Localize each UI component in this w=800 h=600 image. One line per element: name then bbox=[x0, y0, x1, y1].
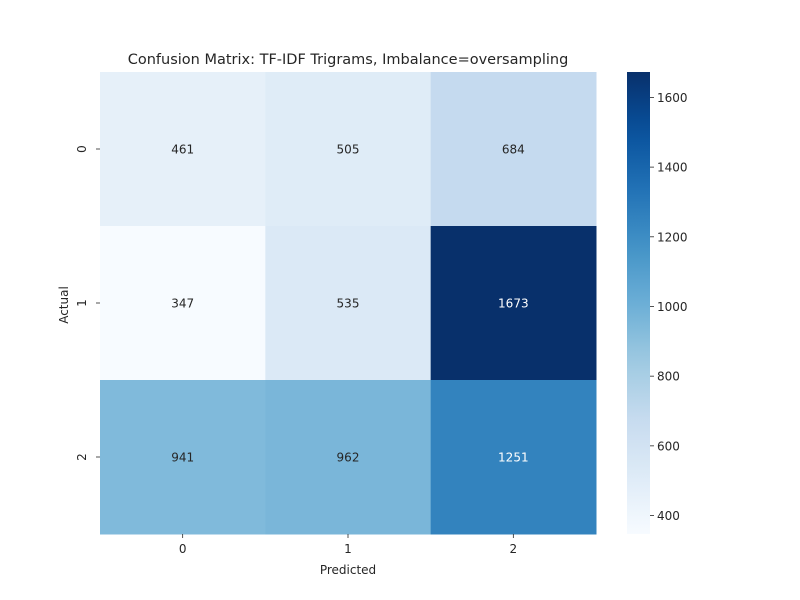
heatmap-cell-labels: 461 505 684 347 535 1673 941 962 1251 bbox=[171, 143, 528, 465]
colorbar-ticks: 400 600 800 1000 1200 1400 1600 bbox=[650, 91, 688, 523]
y-tick-label-0: 0 bbox=[75, 145, 89, 153]
colorbar-tick-label-4: 1200 bbox=[657, 230, 688, 244]
chart-title: Confusion Matrix: TF-IDF Trigrams, Imbal… bbox=[128, 52, 569, 68]
cell-value-r1-c1: 535 bbox=[337, 297, 360, 311]
x-axis-label: Predicted bbox=[320, 563, 376, 577]
heatmap-cell-r1-c1 bbox=[265, 226, 432, 381]
colorbar-tick-label-0: 400 bbox=[657, 509, 680, 523]
heatmap-cell-r0-c0 bbox=[100, 72, 266, 227]
cell-value-r2-c2: 1251 bbox=[498, 451, 529, 465]
heatmap-cell-r2-c0 bbox=[100, 380, 266, 535]
y-axis-ticks: 0 1 2 bbox=[75, 145, 100, 461]
y-tick-label-2: 2 bbox=[75, 453, 89, 461]
y-axis-label: Actual bbox=[57, 286, 71, 324]
x-axis-ticks: 0 1 2 bbox=[179, 534, 517, 556]
heatmap-cell-r1-c2 bbox=[430, 226, 597, 381]
colorbar-tick-label-5: 1400 bbox=[657, 161, 688, 175]
heatmap-cell-r1-c0 bbox=[100, 226, 266, 381]
heatmap-cells bbox=[100, 72, 597, 535]
colorbar-tick-label-6: 1600 bbox=[657, 91, 688, 105]
colorbar bbox=[627, 72, 650, 534]
cell-value-r0-c0: 461 bbox=[171, 143, 194, 157]
cell-value-r0-c2: 684 bbox=[502, 143, 525, 157]
cell-value-r1-c2: 1673 bbox=[498, 297, 529, 311]
heatmap-cell-r2-c1 bbox=[265, 380, 432, 535]
cell-value-r0-c1: 505 bbox=[337, 143, 360, 157]
heatmap-cell-r0-c2 bbox=[430, 72, 597, 227]
cell-value-r2-c0: 941 bbox=[171, 451, 194, 465]
heatmap-cell-r2-c2 bbox=[430, 380, 597, 535]
colorbar-tick-label-3: 1000 bbox=[657, 300, 688, 314]
cell-value-r2-c1: 962 bbox=[337, 451, 360, 465]
x-tick-label-1: 1 bbox=[344, 542, 352, 556]
x-tick-label-0: 0 bbox=[179, 542, 187, 556]
colorbar-tick-label-1: 600 bbox=[657, 439, 680, 453]
x-tick-label-2: 2 bbox=[510, 542, 518, 556]
colorbar-tick-label-2: 800 bbox=[657, 370, 680, 384]
y-tick-label-1: 1 bbox=[75, 299, 89, 307]
heatmap-cell-r0-c1 bbox=[265, 72, 432, 227]
cell-value-r1-c0: 347 bbox=[171, 297, 194, 311]
